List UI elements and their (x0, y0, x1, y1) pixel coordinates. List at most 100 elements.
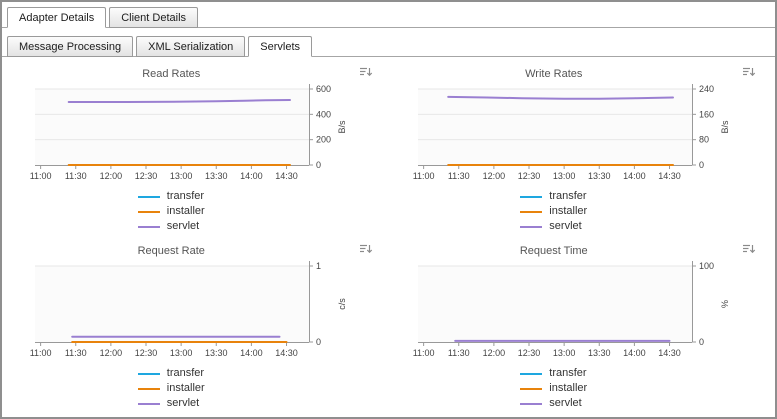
chart-plot: 11:00 11:30 12:00 12:30 13:00 13:30 14:00 14:30… (412, 261, 730, 358)
svg-text:12:00: 12:00 (100, 171, 123, 181)
svg-text:0: 0 (316, 160, 321, 170)
svg-text:14:30: 14:30 (658, 348, 681, 358)
svg-text:13:00: 13:00 (553, 348, 576, 358)
legend-label: installer (549, 205, 588, 217)
legend-label: installer (166, 382, 205, 394)
svg-text:100: 100 (699, 261, 714, 271)
legend-label: transfer (166, 367, 205, 379)
charts-grid: Read Rates 11:00 11:30 12:00 12:30 13:00 13:3… (2, 57, 775, 411)
legend-item-servlet: servlet (137, 219, 205, 234)
legend-label: installer (166, 205, 205, 217)
svg-text:11:30: 11:30 (448, 348, 470, 358)
svg-text:12:30: 12:30 (517, 348, 540, 358)
tab-message-processing[interactable]: Message Processing (7, 36, 134, 57)
chart-legend: transfer installer servlet (520, 189, 587, 234)
svg-text:11:00: 11:00 (412, 348, 434, 358)
chart-legend: transfer installer servlet (137, 189, 205, 234)
svg-text:0: 0 (316, 337, 321, 347)
svg-text:14:00: 14:00 (240, 171, 263, 181)
legend-swatch (520, 387, 543, 390)
legend-swatch (137, 402, 160, 405)
legend-item-installer: installer (137, 204, 205, 219)
chart-plot: 11:00 11:30 12:00 12:30 13:00 13:30 14:00 14:30… (412, 84, 730, 181)
chart-menu-icon[interactable] (358, 65, 373, 79)
chart-menu-icon[interactable] (358, 242, 373, 256)
secondary-tab-bar: Message Processing XML Serialization Servl… (2, 31, 775, 57)
svg-text:13:30: 13:30 (205, 348, 228, 358)
svg-text:12:00: 12:00 (100, 348, 123, 358)
chart-legend: transfer installer servlet (520, 366, 587, 411)
legend-item-servlet: servlet (137, 396, 205, 411)
svg-text:11:00: 11:00 (412, 171, 434, 181)
legend-item-transfer: transfer (520, 189, 587, 204)
svg-text:0: 0 (699, 160, 704, 170)
legend-swatch (520, 195, 543, 198)
chart-header: Request Time (398, 242, 762, 258)
legend-label: servlet (549, 220, 582, 232)
legend-swatch (520, 210, 543, 213)
chart-title: Request Time (519, 245, 588, 257)
legend-label: servlet (166, 220, 200, 232)
svg-text:B/s: B/s (337, 120, 347, 134)
chart-header: Write Rates (398, 65, 762, 81)
legend-swatch (520, 402, 543, 405)
chart-plot: 11:00 11:30 12:00 12:30 13:00 13:30 14:00 14:30… (30, 84, 347, 181)
svg-text:14:30: 14:30 (658, 171, 681, 181)
svg-text:11:30: 11:30 (65, 171, 87, 181)
chart-header: Request Rate (15, 242, 379, 258)
chart-module-write-rates: Write Rates 11:00 11:30 12:00 12:30 13:00 13:… (398, 65, 762, 234)
legend-item-servlet: servlet (520, 219, 587, 234)
chart-title: Write Rates (525, 68, 583, 80)
svg-text:12:30: 12:30 (517, 171, 540, 181)
tab-xml-serialization[interactable]: XML Serialization (136, 36, 246, 57)
legend-item-installer: installer (520, 381, 587, 396)
legend-item-servlet: servlet (520, 396, 587, 411)
chart-title: Request Rate (137, 245, 205, 257)
tab-servlets[interactable]: Servlets (248, 36, 313, 57)
legend-swatch (520, 372, 543, 375)
tab-adapter-details[interactable]: Adapter Details (7, 7, 107, 28)
svg-text:80: 80 (699, 135, 709, 145)
chart-menu-icon[interactable] (741, 65, 756, 79)
svg-text:12:30: 12:30 (135, 348, 158, 358)
svg-text:%: % (720, 300, 730, 308)
svg-text:11:30: 11:30 (65, 348, 87, 358)
tab-client-details[interactable]: Client Details (109, 7, 199, 28)
svg-text:1: 1 (316, 261, 321, 271)
svg-text:12:00: 12:00 (482, 348, 505, 358)
legend-label: transfer (549, 190, 587, 202)
chart-module-read-rates: Read Rates 11:00 11:30 12:00 12:30 13:00 13:3… (15, 65, 379, 234)
legend-label: transfer (549, 367, 587, 379)
svg-text:160: 160 (699, 109, 714, 119)
chart-plot: 11:00 11:30 12:00 12:30 13:00 13:30 14:00 14:30… (30, 261, 347, 358)
svg-text:14:30: 14:30 (276, 171, 299, 181)
svg-text:12:00: 12:00 (482, 171, 505, 181)
legend-item-transfer: transfer (520, 366, 587, 381)
chart-menu-icon[interactable] (741, 242, 756, 256)
legend-item-transfer: transfer (137, 366, 205, 381)
legend-label: servlet (549, 397, 582, 409)
svg-text:13:00: 13:00 (170, 348, 193, 358)
legend-swatch (520, 225, 543, 228)
svg-text:12:30: 12:30 (135, 171, 158, 181)
svg-text:14:30: 14:30 (276, 348, 299, 358)
legend-label: servlet (166, 397, 200, 409)
svg-text:11:00: 11:00 (30, 171, 52, 181)
svg-text:13:30: 13:30 (588, 348, 611, 358)
legend-item-transfer: transfer (137, 189, 205, 204)
chart-header: Read Rates (15, 65, 379, 81)
svg-text:13:30: 13:30 (205, 171, 228, 181)
svg-text:c/s: c/s (337, 298, 347, 310)
chart-legend: transfer installer servlet (137, 366, 205, 411)
svg-text:14:00: 14:00 (623, 171, 646, 181)
primary-tab-bar: Adapter Details Client Details (2, 2, 775, 28)
legend-label: installer (549, 382, 588, 394)
chart-title: Read Rates (142, 68, 201, 80)
legend-swatch (137, 387, 160, 390)
svg-text:B/s: B/s (720, 120, 730, 134)
svg-text:400: 400 (316, 109, 331, 119)
svg-text:11:30: 11:30 (448, 171, 470, 181)
svg-text:0: 0 (699, 337, 704, 347)
legend-swatch (137, 210, 160, 213)
